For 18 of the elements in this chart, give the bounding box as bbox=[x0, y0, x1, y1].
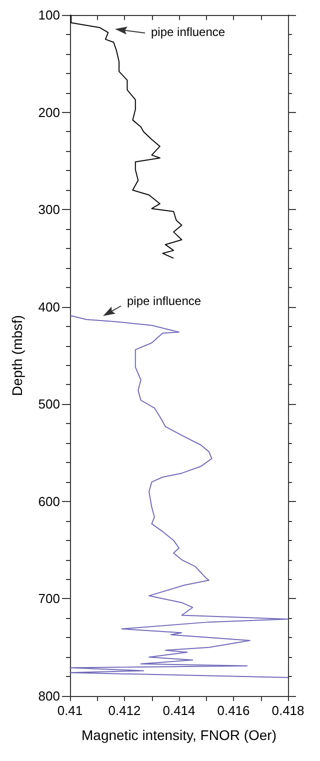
x-tick-label: 0.418 bbox=[272, 703, 304, 718]
y-tick-label: 600 bbox=[38, 494, 60, 509]
annotation: pipe influence bbox=[127, 294, 202, 308]
y-tick-label: 100 bbox=[38, 8, 60, 22]
y-tick-label: 300 bbox=[38, 202, 60, 218]
x-tick-label: 0.416 bbox=[217, 703, 250, 718]
line-series bbox=[70, 315, 288, 678]
y-tick-label: 200 bbox=[38, 104, 60, 120]
y-tick-label: 700 bbox=[38, 591, 60, 606]
x-tick-label: 0.412 bbox=[108, 703, 141, 718]
y-tick-label: 500 bbox=[38, 396, 60, 412]
x-tick-label: 0.41 bbox=[57, 703, 83, 718]
annotation: pipe influence bbox=[151, 25, 226, 39]
y-axis-title: Depth (mbsf) bbox=[9, 315, 25, 396]
x-axis-title: Magnetic intensity, FNOR (Oer) bbox=[81, 727, 277, 743]
y-tick-label: 400 bbox=[38, 299, 60, 314]
y-tick-label: 800 bbox=[38, 688, 60, 704]
x-tick-label: 0.414 bbox=[162, 703, 196, 718]
